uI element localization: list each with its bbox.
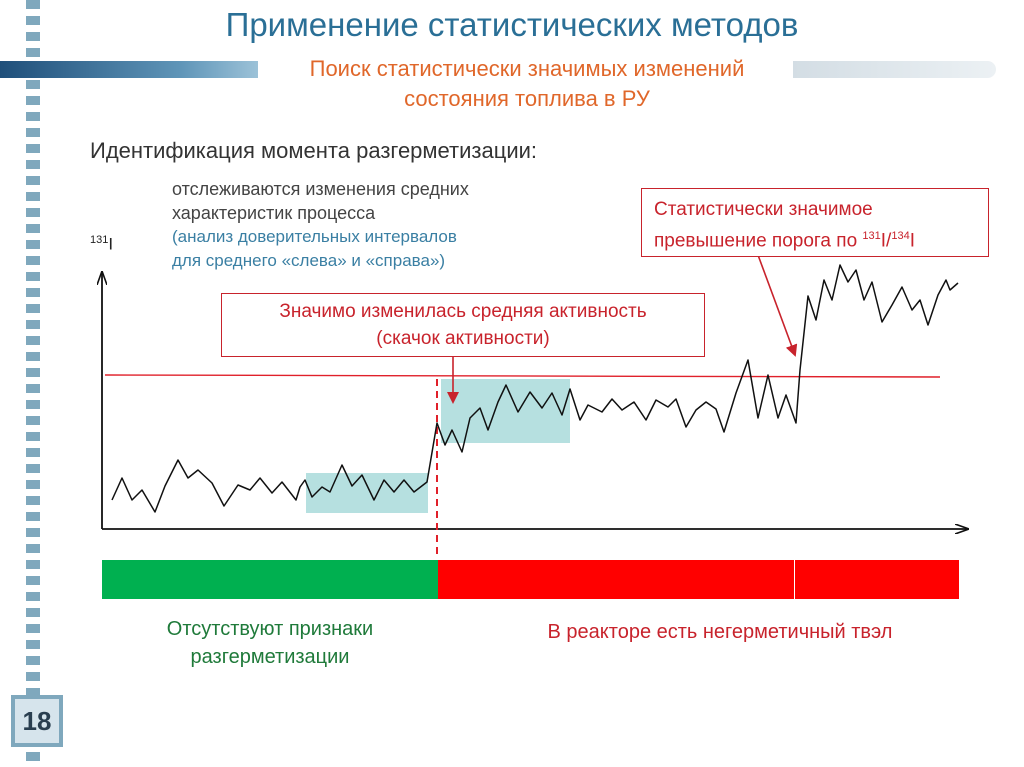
callout-mid-line-1: Значимо изменилась средняя активность (279, 301, 647, 322)
stripe-segment (26, 528, 40, 537)
stripe-segment (26, 544, 40, 553)
stripe-segment (26, 144, 40, 153)
stripe-segment (26, 240, 40, 249)
callout-right-line-1: Статистически значимое (654, 199, 873, 220)
stripe-segment (26, 464, 40, 473)
stripe-segment (26, 656, 40, 665)
stripe-segment (26, 672, 40, 681)
status-leak-label: В реакторе есть негерметичный твэл (547, 621, 893, 643)
stripe-segment (26, 384, 40, 393)
stripe-segment (26, 432, 40, 441)
stripe-segment (26, 448, 40, 457)
note-line-2: характеристик процесса (172, 203, 376, 223)
section-heading: Идентификация момента разгерметизации: (90, 138, 538, 163)
stripe-segment (26, 96, 40, 105)
slide-subtitle: Поиск статистически значимых изменений с… (262, 54, 792, 114)
note-line-3: (анализ доверительных интервалов (172, 227, 457, 246)
stripe-segment (26, 400, 40, 409)
header-bar-left (0, 61, 258, 78)
header-bar-right (793, 61, 996, 78)
stripe-segment (26, 304, 40, 313)
callout-right-line-2: превышение порога по 131I/134I (654, 230, 915, 252)
slide-title: Применение статистических методов (225, 6, 799, 43)
slide-number-badge: 18 (11, 695, 63, 747)
stripe-segment (26, 16, 40, 25)
threshold-line (104, 374, 941, 378)
callout-mid-line-2: (скачок активности) (376, 328, 550, 349)
status-bar-intact (102, 560, 438, 599)
stripe-segment (26, 32, 40, 41)
stripe-segment (26, 368, 40, 377)
callout-right-arrow (757, 254, 798, 357)
stripe-segment (26, 256, 40, 265)
threshold-exceeded-callout: Статистически значимое превышение порога… (641, 188, 989, 257)
method-note: отслеживаются изменения средних характер… (172, 177, 469, 273)
subtitle-line-1: Поиск статистически значимых изменений (309, 56, 745, 81)
stripe-segment (26, 496, 40, 505)
stripe-segment (26, 592, 40, 601)
stripe-segment (26, 272, 40, 281)
stripe-segment (26, 352, 40, 361)
stripe-segment (26, 48, 40, 57)
left-decorative-stripe (26, 0, 40, 767)
subtitle-line-2: состояния топлива в РУ (404, 86, 650, 111)
status-bar-leak (438, 560, 794, 599)
stripe-segment (26, 112, 40, 121)
note-line-4: для среднего «слева» и «справа») (172, 251, 446, 270)
stripe-segment (26, 512, 40, 521)
stripe-segment (26, 416, 40, 425)
confidence-interval-left (306, 473, 428, 513)
status-bar-leak-confirmed (795, 560, 959, 599)
status-intact-label: Отсутствуют признаки разгерметизации (166, 618, 374, 668)
signal-line (111, 264, 959, 513)
stripe-segment (26, 128, 40, 137)
confidence-interval-right (441, 379, 570, 443)
stripe-segment (26, 176, 40, 185)
stripe-segment (26, 624, 40, 633)
stripe-segment (26, 192, 40, 201)
y-axis-label: 131I (90, 234, 114, 254)
note-line-1: отслеживаются изменения средних (172, 179, 469, 199)
stripe-segment (26, 288, 40, 297)
stripe-segment (26, 336, 40, 345)
stripe-segment (26, 480, 40, 489)
stripe-segment (26, 80, 40, 89)
slide-number: 18 (15, 699, 59, 743)
stripe-segment (26, 208, 40, 217)
stripe-segment (26, 576, 40, 585)
stripe-segment (26, 640, 40, 649)
stripe-segment (26, 160, 40, 169)
stripe-segment (26, 224, 40, 233)
stripe-segment (26, 0, 40, 9)
activity-jump-callout: Значимо изменилась средняя активность (с… (221, 293, 705, 357)
stripe-segment (26, 320, 40, 329)
stripe-segment (26, 608, 40, 617)
stripe-segment (26, 560, 40, 569)
stripe-segment (26, 752, 40, 761)
stripe-segment (26, 688, 40, 697)
